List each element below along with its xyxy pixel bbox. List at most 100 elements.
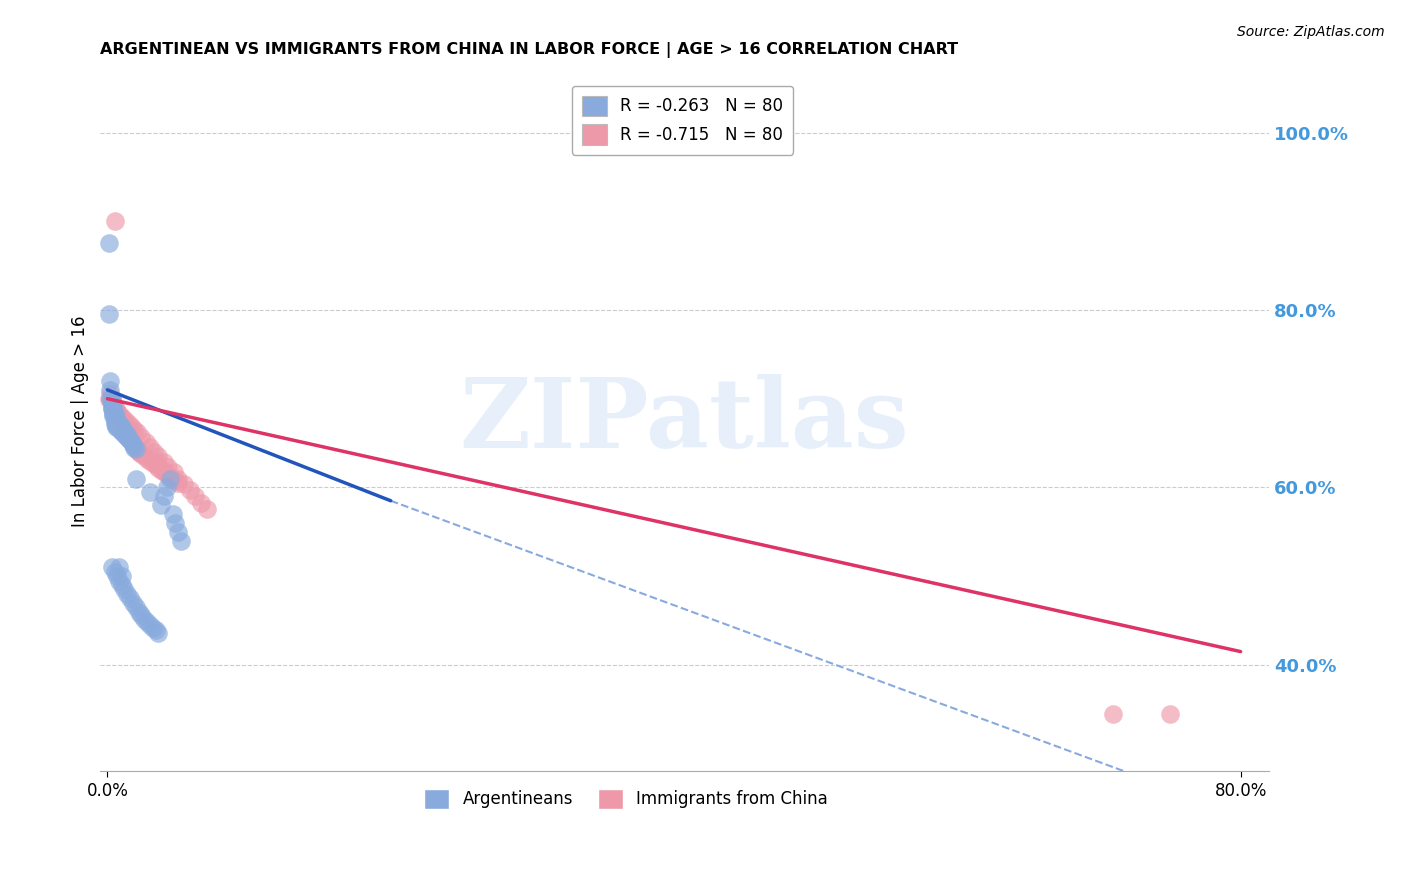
Point	[110, 578, 132, 592]
Point	[100, 401, 122, 415]
Point	[105, 408, 128, 422]
Point	[125, 442, 148, 457]
Text: Source: ZipAtlas.com: Source: ZipAtlas.com	[1237, 25, 1385, 39]
Point	[142, 457, 165, 471]
Point	[165, 516, 187, 530]
Point	[100, 392, 122, 406]
Point	[98, 383, 121, 397]
Point	[107, 574, 129, 588]
Point	[97, 236, 120, 251]
Point	[107, 408, 129, 422]
Point	[156, 480, 179, 494]
Point	[118, 417, 141, 431]
Point	[104, 411, 127, 425]
Point	[136, 452, 159, 467]
Point	[139, 484, 162, 499]
Point	[114, 425, 136, 439]
Point	[121, 420, 143, 434]
Point	[114, 423, 136, 437]
Point	[120, 434, 142, 448]
Point	[1159, 706, 1181, 721]
Point	[125, 600, 148, 615]
Point	[110, 423, 132, 437]
Point	[108, 408, 131, 422]
Point	[104, 402, 127, 417]
Point	[159, 470, 181, 484]
Point	[150, 498, 173, 512]
Point	[98, 392, 121, 406]
Point	[190, 495, 212, 509]
Point	[103, 214, 125, 228]
Point	[139, 440, 162, 454]
Point	[100, 396, 122, 410]
Point	[117, 430, 139, 444]
Point	[139, 618, 162, 632]
Point	[108, 414, 131, 428]
Point	[103, 565, 125, 579]
Point	[120, 591, 142, 606]
Point	[101, 405, 124, 419]
Point	[117, 425, 139, 440]
Point	[127, 442, 149, 457]
Point	[148, 450, 170, 464]
Point	[105, 414, 128, 428]
Y-axis label: In Labor Force | Age > 16: In Labor Force | Age > 16	[72, 315, 89, 526]
Point	[104, 414, 127, 428]
Point	[150, 463, 173, 477]
Point	[146, 454, 169, 468]
Point	[167, 475, 190, 490]
Point	[114, 420, 136, 434]
Point	[124, 438, 146, 452]
Point	[159, 472, 181, 486]
Point	[179, 483, 201, 497]
Point	[118, 432, 141, 446]
Point	[103, 409, 125, 424]
Point	[195, 501, 218, 516]
Point	[111, 423, 134, 437]
Point	[98, 387, 121, 401]
Point	[122, 438, 145, 452]
Point	[108, 423, 131, 437]
Point	[107, 420, 129, 434]
Point	[170, 533, 193, 548]
Point	[120, 432, 142, 446]
Point	[114, 427, 136, 442]
Point	[101, 401, 124, 415]
Point	[131, 430, 153, 444]
Point	[110, 414, 132, 428]
Point	[103, 401, 125, 415]
Point	[125, 441, 148, 455]
Point	[162, 472, 184, 486]
Point	[105, 405, 128, 419]
Point	[110, 420, 132, 434]
Point	[105, 418, 128, 433]
Point	[115, 427, 138, 442]
Point	[162, 507, 184, 521]
Text: ARGENTINEAN VS IMMIGRANTS FROM CHINA IN LABOR FORCE | AGE > 16 CORRELATION CHART: ARGENTINEAN VS IMMIGRANTS FROM CHINA IN …	[100, 42, 959, 58]
Point	[167, 472, 190, 486]
Point	[108, 411, 131, 425]
Point	[131, 447, 153, 461]
Point	[103, 402, 125, 417]
Point	[117, 427, 139, 442]
Point	[101, 407, 124, 421]
Point	[105, 420, 128, 434]
Legend: Argentineans, Immigrants from China: Argentineans, Immigrants from China	[418, 782, 835, 815]
Point	[107, 560, 129, 574]
Text: ZIPatlas: ZIPatlas	[460, 374, 910, 468]
Point	[134, 612, 156, 626]
Point	[163, 466, 186, 480]
Point	[105, 405, 128, 419]
Point	[125, 472, 148, 486]
Point	[115, 429, 138, 443]
Point	[101, 409, 124, 424]
Point	[118, 429, 141, 443]
Point	[145, 624, 167, 638]
Point	[153, 455, 176, 469]
Point	[173, 476, 195, 491]
Point	[153, 465, 176, 479]
Point	[103, 402, 125, 417]
Point	[110, 569, 132, 583]
Point	[124, 423, 146, 437]
Point	[121, 434, 143, 449]
